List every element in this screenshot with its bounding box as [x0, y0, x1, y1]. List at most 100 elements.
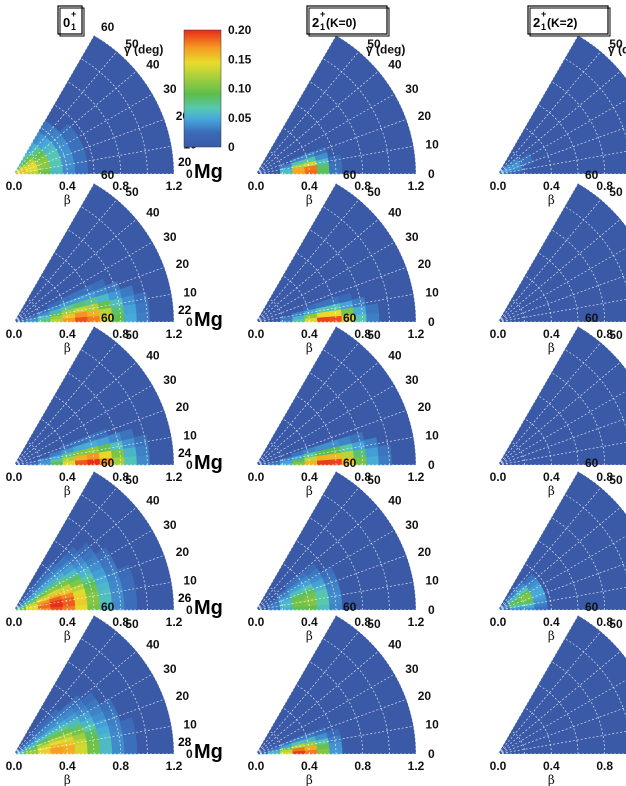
beta-tick-label: 0.0: [490, 759, 507, 773]
heat-cell: [116, 564, 132, 578]
grid-arc: [53, 104, 95, 175]
gamma-tick-label: 60: [101, 168, 115, 182]
heat-cell: [377, 444, 392, 457]
gamma-tick-label: 20: [418, 257, 432, 271]
header-suffix: (K=2): [547, 16, 577, 30]
grid-spoke: [497, 631, 602, 755]
heat-cell: [133, 434, 149, 448]
gamma-tick-label: 50: [125, 473, 139, 487]
beta-tick-label: 0.0: [248, 759, 265, 773]
gamma-tick-label: 60: [585, 311, 599, 325]
beta-tick-label: 0.0: [6, 615, 23, 629]
header-suffix: (K=0): [326, 16, 356, 30]
grid-spoke: [497, 35, 579, 175]
grid-arc: [511, 441, 526, 466]
grid-arc: [295, 684, 337, 755]
heat-cell: [124, 600, 138, 611]
grid-arc: [295, 395, 337, 466]
grid-spoke: [255, 266, 407, 323]
grid-spoke: [13, 615, 95, 755]
heat-cell: [119, 428, 135, 441]
gamma-tick-label: 60: [101, 20, 115, 34]
gamma-tick-label: 60: [585, 168, 599, 182]
beta-tick-label: 1.2: [408, 179, 425, 193]
heat-cell: [91, 278, 107, 291]
beta-tick-label: 0.0: [6, 179, 23, 193]
gamma-tick-label: 30: [163, 82, 177, 96]
grid-spoke: [255, 631, 360, 755]
nucleus-element: Mg: [194, 741, 223, 763]
beta-axis-label: β: [64, 193, 71, 207]
beta-tick-label: 1.2: [408, 470, 425, 484]
grid-spoke: [13, 725, 172, 755]
beta-tick-label: 0.8: [354, 470, 371, 484]
grid-spoke: [497, 218, 621, 323]
grid-spoke: [497, 361, 621, 466]
beta-tick-label: 0.0: [6, 759, 23, 773]
grid-spoke: [13, 342, 118, 466]
gamma-tick-label: 20: [176, 689, 190, 703]
grid-arc: [524, 418, 552, 466]
gamma-tick-label: 0: [186, 458, 193, 472]
beta-tick-label: 1.2: [166, 470, 183, 484]
gamma-tick-label: 40: [388, 349, 402, 363]
grid-spoke: [13, 218, 137, 323]
grid-spoke: [13, 487, 118, 611]
grid-arc: [524, 127, 552, 175]
header-shadow: [308, 7, 390, 37]
wedge-background: [14, 183, 174, 322]
grid-arc: [537, 252, 579, 323]
grid-arc: [282, 275, 310, 323]
gamma-tick-label: 30: [163, 518, 177, 532]
grid-spoke: [13, 650, 137, 755]
header-sub: 1: [320, 22, 325, 32]
grid-spoke: [255, 529, 395, 611]
gamma-tick-label: 10: [425, 285, 439, 299]
grid-arc: [335, 615, 417, 755]
beta-tick-label: 0.0: [490, 327, 507, 341]
header-state: 2: [533, 15, 540, 30]
gamma-tick-label: 10: [183, 285, 197, 299]
grid-arc: [537, 104, 579, 175]
grid-arc: [27, 586, 42, 611]
wedge-background: [498, 615, 626, 754]
grid-spoke: [497, 506, 621, 611]
grid-spoke: [497, 275, 626, 323]
grid-spoke: [255, 51, 360, 175]
gamma-tick-label: 50: [609, 617, 623, 631]
grid-arc: [524, 563, 552, 611]
beta-tick-label: 1.2: [408, 327, 425, 341]
grid-arc: [269, 441, 284, 466]
gamma-tick-label: 60: [343, 311, 357, 325]
grid-arc: [551, 81, 606, 175]
grid-spoke: [497, 535, 626, 611]
heat-cell: [124, 312, 138, 323]
beta-axis-label: β: [306, 193, 313, 207]
header-sup: +: [71, 9, 76, 19]
grid-spoke: [255, 554, 407, 611]
grid-spoke: [13, 145, 172, 175]
nucleus-mass: 26: [178, 591, 192, 605]
grid-arc: [282, 707, 310, 755]
grid-spoke: [13, 436, 172, 466]
gamma-tick-label: 30: [405, 662, 419, 676]
beta-tick-label: 0.0: [490, 615, 507, 629]
gamma-tick-label: 50: [367, 473, 381, 487]
grid-spoke: [497, 183, 579, 323]
grid-spoke: [13, 471, 95, 611]
beta-tick-label: 0.4: [59, 615, 76, 629]
gamma-tick-label: 40: [146, 638, 160, 652]
gamma-tick-label: 0: [428, 167, 435, 181]
wedge-background: [498, 35, 626, 174]
grid-spoke: [13, 554, 165, 611]
grid-spoke: [255, 725, 414, 755]
grid-spoke: [13, 529, 153, 611]
gamma-axis-label: γ (deg): [366, 42, 405, 56]
gamma-tick-label: 0: [428, 747, 435, 761]
